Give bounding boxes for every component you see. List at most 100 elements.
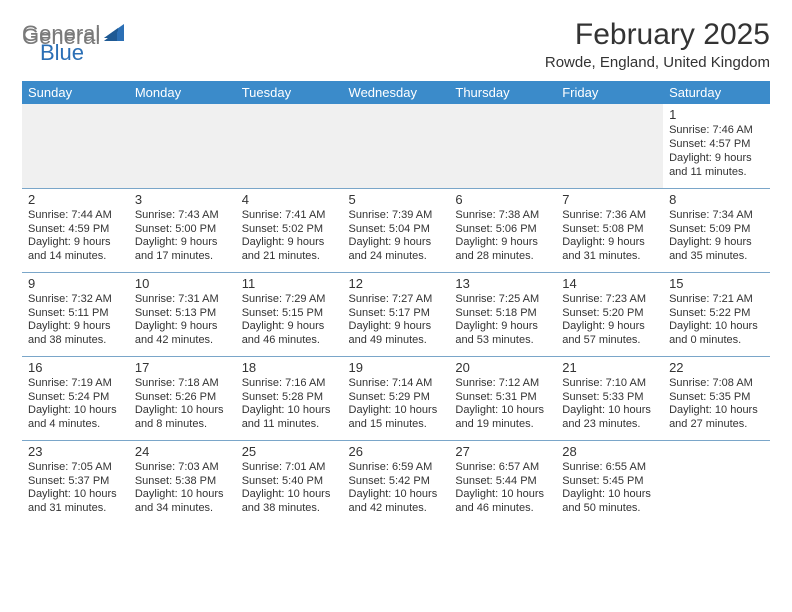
day-info: Sunrise: 7:38 AMSunset: 5:06 PMDaylight:… — [455, 209, 550, 264]
logo-triangle-icon-2 — [104, 27, 126, 48]
calendar-cell — [556, 104, 663, 188]
day-number: 14 — [562, 276, 657, 292]
day-number: 15 — [669, 276, 764, 292]
day-info: Sunrise: 7:25 AMSunset: 5:18 PMDaylight:… — [455, 293, 550, 348]
calendar-cell — [129, 104, 236, 188]
day-number: 17 — [135, 360, 230, 376]
day-info: Sunrise: 7:14 AMSunset: 5:29 PMDaylight:… — [349, 377, 444, 432]
day-number: 28 — [562, 444, 657, 460]
calendar-header-row: SundayMondayTuesdayWednesdayThursdayFrid… — [22, 81, 770, 104]
calendar-cell: 13Sunrise: 7:25 AMSunset: 5:18 PMDayligh… — [449, 272, 556, 356]
calendar-cell: 27Sunrise: 6:57 AMSunset: 5:44 PMDayligh… — [449, 440, 556, 524]
day-info: Sunrise: 7:27 AMSunset: 5:17 PMDaylight:… — [349, 293, 444, 348]
day-number: 8 — [669, 192, 764, 208]
day-number: 27 — [455, 444, 550, 460]
calendar-cell: 7Sunrise: 7:36 AMSunset: 5:08 PMDaylight… — [556, 188, 663, 272]
calendar-cell: 3Sunrise: 7:43 AMSunset: 5:00 PMDaylight… — [129, 188, 236, 272]
calendar-cell: 10Sunrise: 7:31 AMSunset: 5:13 PMDayligh… — [129, 272, 236, 356]
calendar-cell: 20Sunrise: 7:12 AMSunset: 5:31 PMDayligh… — [449, 356, 556, 440]
day-info: Sunrise: 7:31 AMSunset: 5:13 PMDaylight:… — [135, 293, 230, 348]
day-info: Sunrise: 7:18 AMSunset: 5:26 PMDaylight:… — [135, 377, 230, 432]
day-number: 11 — [242, 276, 337, 292]
calendar-cell: 8Sunrise: 7:34 AMSunset: 5:09 PMDaylight… — [663, 188, 770, 272]
day-info: Sunrise: 7:39 AMSunset: 5:04 PMDaylight:… — [349, 209, 444, 264]
day-info: Sunrise: 7:41 AMSunset: 5:02 PMDaylight:… — [242, 209, 337, 264]
day-info: Sunrise: 7:16 AMSunset: 5:28 PMDaylight:… — [242, 377, 337, 432]
day-number: 3 — [135, 192, 230, 208]
day-info: Sunrise: 7:29 AMSunset: 5:15 PMDaylight:… — [242, 293, 337, 348]
calendar-cell: 17Sunrise: 7:18 AMSunset: 5:26 PMDayligh… — [129, 356, 236, 440]
calendar-cell: 19Sunrise: 7:14 AMSunset: 5:29 PMDayligh… — [343, 356, 450, 440]
day-header: Monday — [129, 81, 236, 104]
day-info: Sunrise: 6:57 AMSunset: 5:44 PMDaylight:… — [455, 461, 550, 516]
day-number: 12 — [349, 276, 444, 292]
day-header: Thursday — [449, 81, 556, 104]
calendar-cell: 15Sunrise: 7:21 AMSunset: 5:22 PMDayligh… — [663, 272, 770, 356]
calendar-week: 16Sunrise: 7:19 AMSunset: 5:24 PMDayligh… — [22, 356, 770, 440]
day-number: 4 — [242, 192, 337, 208]
day-number: 9 — [28, 276, 123, 292]
day-info: Sunrise: 7:43 AMSunset: 5:00 PMDaylight:… — [135, 209, 230, 264]
calendar-cell — [663, 440, 770, 524]
day-info: Sunrise: 7:46 AMSunset: 4:57 PMDaylight:… — [669, 124, 764, 179]
day-number: 1 — [669, 107, 764, 123]
day-info: Sunrise: 7:32 AMSunset: 5:11 PMDaylight:… — [28, 293, 123, 348]
day-info: Sunrise: 7:12 AMSunset: 5:31 PMDaylight:… — [455, 377, 550, 432]
calendar-week: 23Sunrise: 7:05 AMSunset: 5:37 PMDayligh… — [22, 440, 770, 524]
day-info: Sunrise: 6:55 AMSunset: 5:45 PMDaylight:… — [562, 461, 657, 516]
calendar-cell: 4Sunrise: 7:41 AMSunset: 5:02 PMDaylight… — [236, 188, 343, 272]
day-header: Sunday — [22, 81, 129, 104]
calendar-cell — [449, 104, 556, 188]
day-number: 21 — [562, 360, 657, 376]
month-title: February 2025 — [545, 18, 770, 52]
header: General February 2025 Rowde, England, Un… — [22, 18, 770, 71]
calendar-cell: 2Sunrise: 7:44 AMSunset: 4:59 PMDaylight… — [22, 188, 129, 272]
calendar-cell: 28Sunrise: 6:55 AMSunset: 5:45 PMDayligh… — [556, 440, 663, 524]
calendar-week: 1Sunrise: 7:46 AMSunset: 4:57 PMDaylight… — [22, 104, 770, 188]
day-number: 16 — [28, 360, 123, 376]
calendar-cell: 23Sunrise: 7:05 AMSunset: 5:37 PMDayligh… — [22, 440, 129, 524]
day-number: 26 — [349, 444, 444, 460]
day-header: Tuesday — [236, 81, 343, 104]
day-number: 24 — [135, 444, 230, 460]
calendar-cell: 16Sunrise: 7:19 AMSunset: 5:24 PMDayligh… — [22, 356, 129, 440]
calendar-cell: 1Sunrise: 7:46 AMSunset: 4:57 PMDaylight… — [663, 104, 770, 188]
day-info: Sunrise: 7:05 AMSunset: 5:37 PMDaylight:… — [28, 461, 123, 516]
calendar-cell: 25Sunrise: 7:01 AMSunset: 5:40 PMDayligh… — [236, 440, 343, 524]
day-number: 6 — [455, 192, 550, 208]
day-info: Sunrise: 7:19 AMSunset: 5:24 PMDaylight:… — [28, 377, 123, 432]
day-info: Sunrise: 7:23 AMSunset: 5:20 PMDaylight:… — [562, 293, 657, 348]
day-info: Sunrise: 6:59 AMSunset: 5:42 PMDaylight:… — [349, 461, 444, 516]
day-info: Sunrise: 7:44 AMSunset: 4:59 PMDaylight:… — [28, 209, 123, 264]
day-number: 5 — [349, 192, 444, 208]
day-info: Sunrise: 7:10 AMSunset: 5:33 PMDaylight:… — [562, 377, 657, 432]
day-header: Wednesday — [343, 81, 450, 104]
day-info: Sunrise: 7:03 AMSunset: 5:38 PMDaylight:… — [135, 461, 230, 516]
calendar-cell: 22Sunrise: 7:08 AMSunset: 5:35 PMDayligh… — [663, 356, 770, 440]
calendar-cell: 9Sunrise: 7:32 AMSunset: 5:11 PMDaylight… — [22, 272, 129, 356]
calendar-cell: 6Sunrise: 7:38 AMSunset: 5:06 PMDaylight… — [449, 188, 556, 272]
calendar-cell: 18Sunrise: 7:16 AMSunset: 5:28 PMDayligh… — [236, 356, 343, 440]
logo-text-blue: Blue — [40, 42, 84, 64]
day-header: Friday — [556, 81, 663, 104]
day-info: Sunrise: 7:21 AMSunset: 5:22 PMDaylight:… — [669, 293, 764, 348]
day-number: 23 — [28, 444, 123, 460]
day-number: 20 — [455, 360, 550, 376]
calendar-cell: 11Sunrise: 7:29 AMSunset: 5:15 PMDayligh… — [236, 272, 343, 356]
day-number: 22 — [669, 360, 764, 376]
calendar-table: SundayMondayTuesdayWednesdayThursdayFrid… — [22, 81, 770, 524]
day-number: 13 — [455, 276, 550, 292]
calendar-cell — [343, 104, 450, 188]
day-info: Sunrise: 7:01 AMSunset: 5:40 PMDaylight:… — [242, 461, 337, 516]
calendar-week: 2Sunrise: 7:44 AMSunset: 4:59 PMDaylight… — [22, 188, 770, 272]
location-text: Rowde, England, United Kingdom — [545, 54, 770, 71]
calendar-cell: 24Sunrise: 7:03 AMSunset: 5:38 PMDayligh… — [129, 440, 236, 524]
day-number: 18 — [242, 360, 337, 376]
day-number: 10 — [135, 276, 230, 292]
day-number: 19 — [349, 360, 444, 376]
calendar-cell: 14Sunrise: 7:23 AMSunset: 5:20 PMDayligh… — [556, 272, 663, 356]
day-info: Sunrise: 7:08 AMSunset: 5:35 PMDaylight:… — [669, 377, 764, 432]
calendar-cell: 26Sunrise: 6:59 AMSunset: 5:42 PMDayligh… — [343, 440, 450, 524]
calendar-cell — [22, 104, 129, 188]
day-header: Saturday — [663, 81, 770, 104]
